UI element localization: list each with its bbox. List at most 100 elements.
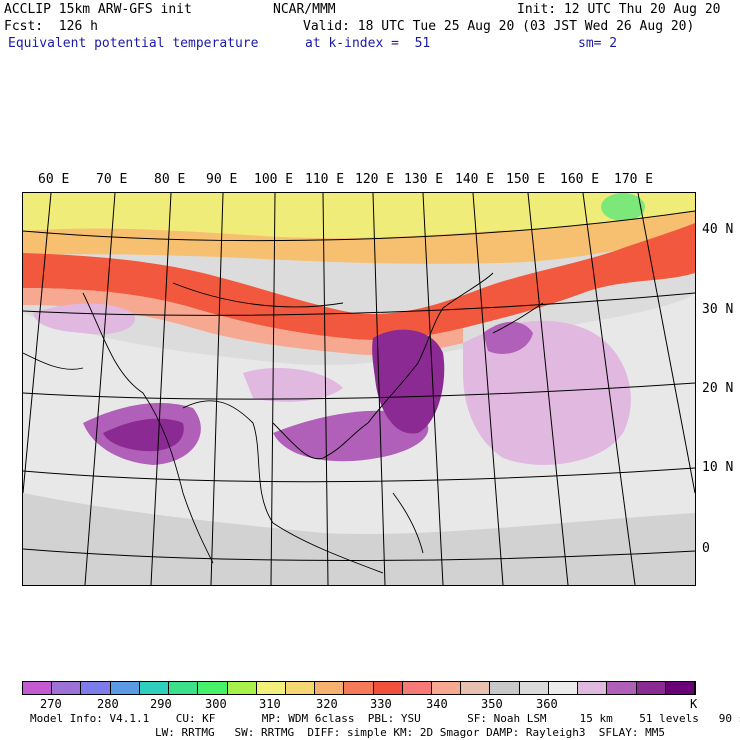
lat-label: 0 <box>702 541 710 556</box>
colorbar-swatch <box>110 682 140 694</box>
lat-line-20 <box>23 382 695 400</box>
lon-line-90 <box>150 193 172 585</box>
colorbar-swatch <box>285 682 316 694</box>
colorbar-swatch <box>402 682 433 694</box>
graticule <box>23 193 695 585</box>
forecast-hour: Fcst: 126 h <box>4 19 98 34</box>
salmon-fringe <box>23 288 463 355</box>
coast-indonesia <box>272 522 384 574</box>
lon-line-150 <box>472 193 504 585</box>
lon-label: 100 E <box>254 172 294 187</box>
field-name: Equivalent potential temperature <box>8 36 259 51</box>
lon-line-160 <box>527 193 569 585</box>
colorbar-swatch <box>315 682 345 694</box>
colorbar-swatch <box>373 682 403 694</box>
colorbar-swatch <box>519 682 549 694</box>
colorbar-tick-label: 330 <box>370 697 392 711</box>
colorbar-tick-label: 270 <box>40 697 62 711</box>
lat-line-10 <box>23 467 695 483</box>
lon-label: 140 E <box>455 172 495 187</box>
lon-label: 90 E <box>206 172 238 187</box>
colorbar-swatch <box>139 682 170 694</box>
model-info-line2: LW: RRTMG SW: RRTMG DIFF: simple KM: 2D … <box>155 726 665 739</box>
colorbar-swatch <box>344 682 374 694</box>
colorbar-swatch <box>432 682 462 694</box>
level-index: at k-index = 51 <box>305 36 431 51</box>
coastlines <box>23 272 544 574</box>
lat-line-40 <box>23 210 695 242</box>
theta-e-map <box>22 192 696 586</box>
yellow-band <box>23 193 695 241</box>
lat-label: 10 N <box>702 460 734 475</box>
colorbar-tick-label: 310 <box>259 697 281 711</box>
lilac-patch-pacific <box>463 320 631 465</box>
colorbar-tick-label: K <box>690 697 698 711</box>
lon-label: 120 E <box>355 172 395 187</box>
lon-line-70 <box>23 193 52 494</box>
map-canvas <box>23 193 695 585</box>
lat-label: 30 N <box>702 302 734 317</box>
lon-label: 60 E <box>38 172 70 187</box>
colorbar-swatch <box>548 682 579 694</box>
smoothing-label: sm= 2 <box>578 36 618 51</box>
coast-indochina <box>272 422 369 460</box>
colorbar-swatch <box>227 682 257 694</box>
lon-label: 70 E <box>96 172 128 187</box>
valid-time: Valid: 18 UTC Tue 25 Aug 20 (03 JST Wed … <box>303 19 695 34</box>
lon-line-110 <box>270 193 276 585</box>
colorbar-swatch <box>607 682 637 694</box>
southern-field <box>23 493 695 585</box>
colorbar-tick-label: 320 <box>316 697 338 711</box>
border-china-north <box>172 282 344 308</box>
lilac-patch-indochina <box>243 368 343 402</box>
init-time: Init: 12 UTC Thu 20 Aug 20 <box>517 2 721 17</box>
colorbar-tick-label: 340 <box>426 697 448 711</box>
colorbar-tick-label: 290 <box>150 697 172 711</box>
colorbar-swatch <box>23 682 53 694</box>
deep-purple-india <box>103 418 184 452</box>
lon-line-170 <box>582 193 636 585</box>
lon-line-80 <box>84 193 116 585</box>
lon-line-140 <box>422 193 444 585</box>
lon-label: 160 E <box>560 172 600 187</box>
colorbar-tick-label: 280 <box>97 697 119 711</box>
lon-label: 170 E <box>614 172 654 187</box>
colorbar-tick-label: 300 <box>205 697 227 711</box>
coast-japan <box>492 302 544 334</box>
colorbar-swatch <box>198 682 228 694</box>
lat-line-30 <box>23 292 695 316</box>
purple-patch-china-coast <box>372 329 445 434</box>
coast-arabia <box>23 352 84 370</box>
green-spot <box>601 193 645 221</box>
purple-patch-scs <box>273 410 429 462</box>
purple-patch-japan <box>483 321 533 354</box>
colorbar-swatch <box>461 682 491 694</box>
model-title: ACCLIP 15km ARW-GFS init <box>4 2 192 17</box>
lon-line-130 <box>372 193 386 585</box>
lilac-patch-west <box>33 303 135 335</box>
coast-china <box>367 272 494 424</box>
lon-line-180 <box>637 193 695 494</box>
colorbar-tick-label: 360 <box>536 697 558 711</box>
coast-bay-of-bengal <box>182 400 274 524</box>
colorbar-swatch <box>636 682 666 694</box>
colorbar-swatch <box>81 682 111 694</box>
orange-band <box>23 211 695 264</box>
colorbar-swatch <box>169 682 199 694</box>
lat-label: 40 N <box>702 222 734 237</box>
coast-philippines <box>392 492 424 554</box>
colorbar-swatch <box>578 682 608 694</box>
lon-label: 130 E <box>404 172 444 187</box>
coast-india <box>82 292 214 564</box>
lat-label: 20 N <box>702 381 734 396</box>
colorbar-swatch <box>490 682 520 694</box>
colorbar-swatch <box>256 682 286 694</box>
lon-line-120 <box>322 193 329 585</box>
lon-label: 150 E <box>506 172 546 187</box>
colorbar-swatch <box>52 682 82 694</box>
org-label: NCAR/MMM <box>273 2 336 17</box>
colorbar-tick-label: 350 <box>481 697 503 711</box>
model-info-line1: Model Info: V4.1.1 CU: KF MP: WDM 6class… <box>30 712 740 725</box>
colorbar-swatch <box>665 682 695 694</box>
lon-label: 80 E <box>154 172 186 187</box>
